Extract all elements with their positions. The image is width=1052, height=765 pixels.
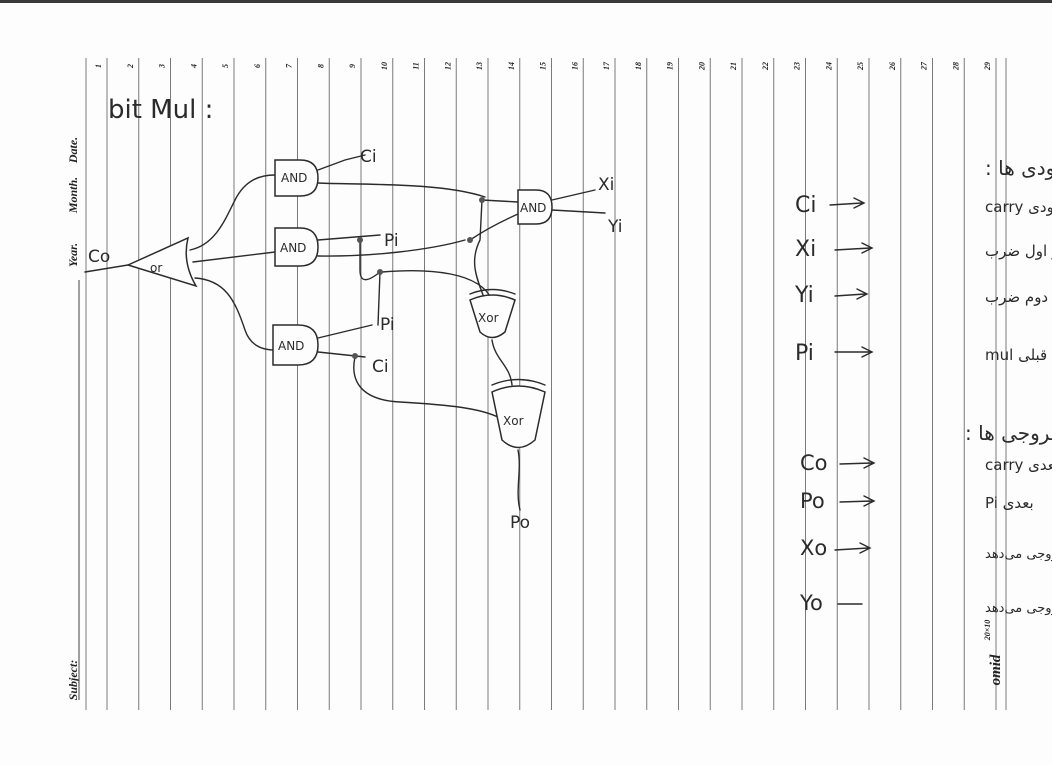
svg-text:Yo: Yo [799,591,823,615]
label-yi: Yi [607,217,623,237]
line-number: 3 [158,64,167,69]
svg-text:بعدی carry: بعدی carry [985,456,1052,474]
label-xi: Xi [598,175,614,195]
line-number: 20 [697,62,706,71]
svg-text:AND: AND [281,171,307,185]
input-row-xi: Xi عنصر اول ضرب [795,237,1052,262]
line-number: 15 [539,62,548,70]
svg-text:Xor: Xor [503,414,524,428]
label-co: Co [88,247,110,267]
wires [84,154,606,511]
xor-gate-2: Xor [491,378,546,449]
svg-text:Ci: Ci [795,193,816,218]
line-number: 14 [507,62,516,70]
brand-logo: omid [988,654,1004,685]
line-number: 8 [316,64,325,68]
year-field: Year. [66,243,80,267]
line-number: 17 [602,61,611,70]
line-number: 12 [443,62,452,70]
output-row-yo: Yo خود Yi را خروجی می‌دهد [799,591,1052,616]
line-number: 6 [253,64,262,68]
scan-top-edge [0,0,1052,3]
line-number: 2 [126,64,135,69]
output-row-po: Po بعدی Pi [800,489,1034,513]
line-number: 28 [951,62,960,71]
outputs-heading: خروجی ها : [965,421,1052,445]
line-number: 26 [888,62,897,71]
svg-text:AND: AND [280,241,306,255]
line-number: 19 [666,62,675,70]
svg-text:خود Xi را خروجی می‌دهد: خود Xi را خروجی می‌دهد [985,547,1052,562]
output-row-co: Co بعدی carry [800,451,1052,475]
svg-text:or: or [150,261,162,275]
svg-text:بعدی Pi: بعدی Pi [985,494,1034,512]
line-number: 5 [221,64,230,68]
svg-text:عنصر اول ضرب: عنصر اول ضرب [985,242,1052,260]
label-ci-low: Ci [372,357,389,377]
svg-text:ورودی carry: ورودی carry [985,198,1052,216]
inputs-heading: ورودی ها : [985,156,1052,180]
line-numbers: 1 2 3 4 5 6 7 8 9 10 11 12 13 14 15 16 17 18 19 20 21 22 23 24 2… [94,61,992,71]
input-row-ci: Ci ورودی carry [795,193,1052,218]
and-gate-3: AND [272,324,319,366]
line-number: 22 [761,62,770,71]
svg-text:Xor: Xor [478,311,499,325]
svg-text:Yi: Yi [794,283,814,308]
line-number: 25 [856,62,865,71]
and-gate-4: AND [517,189,553,225]
svg-text:Po: Po [800,489,825,513]
input-row-pi: Pi از bit قبلی mul [795,341,1052,366]
line-number: 10 [380,62,389,70]
svg-text:عنصر دوم ضرب: عنصر دوم ضرب [985,288,1052,306]
svg-text:AND: AND [520,201,546,215]
label-po: Po [510,513,530,533]
label-pi-low: Pi [380,315,395,335]
month-field: Month. [66,177,80,214]
junction-dots [352,197,485,359]
and-gate-1: AND [274,159,319,197]
line-number: 29 [983,62,992,71]
diagram-title: bit Mul : [108,95,213,125]
line-number: 11 [412,62,421,70]
output-row-xo: Xo خود Xi را خروجی می‌دهد [800,536,1052,562]
line-number: 16 [570,62,579,70]
svg-text:Co: Co [800,451,828,475]
label-ci-top: Ci [360,147,377,167]
line-number: 21 [729,62,738,71]
line-number: 9 [348,64,357,68]
svg-text:Xo: Xo [800,536,827,560]
label-pi-mid: Pi [384,231,399,251]
svg-text:AND: AND [278,339,304,353]
ruled-lines [85,58,1007,710]
line-number: 1 [94,64,103,68]
input-row-yi: Yi عنصر دوم ضرب [794,283,1052,308]
line-number: 4 [189,64,198,69]
line-number: 23 [793,62,802,71]
line-number: 18 [634,62,643,70]
date-field: Date. [66,137,80,164]
or-gate: or [125,236,198,288]
line-number: 13 [475,62,484,70]
svg-text:خود Yi را خروجی می‌دهد: خود Yi را خروجی می‌دهد [985,601,1052,616]
svg-text:Xi: Xi [795,237,816,262]
and-gate-2: AND [274,227,319,267]
svg-text:از bit قبلی mul: از bit قبلی mul [985,346,1052,364]
subject-field: Subject: [66,660,80,701]
line-number: 24 [824,62,833,71]
line-number: 7 [285,63,294,68]
line-number: 27 [920,61,929,71]
xor-gate-1: Xor [469,288,516,339]
svg-text:Pi: Pi [795,341,814,366]
brand-size: 20×10 [983,620,992,642]
